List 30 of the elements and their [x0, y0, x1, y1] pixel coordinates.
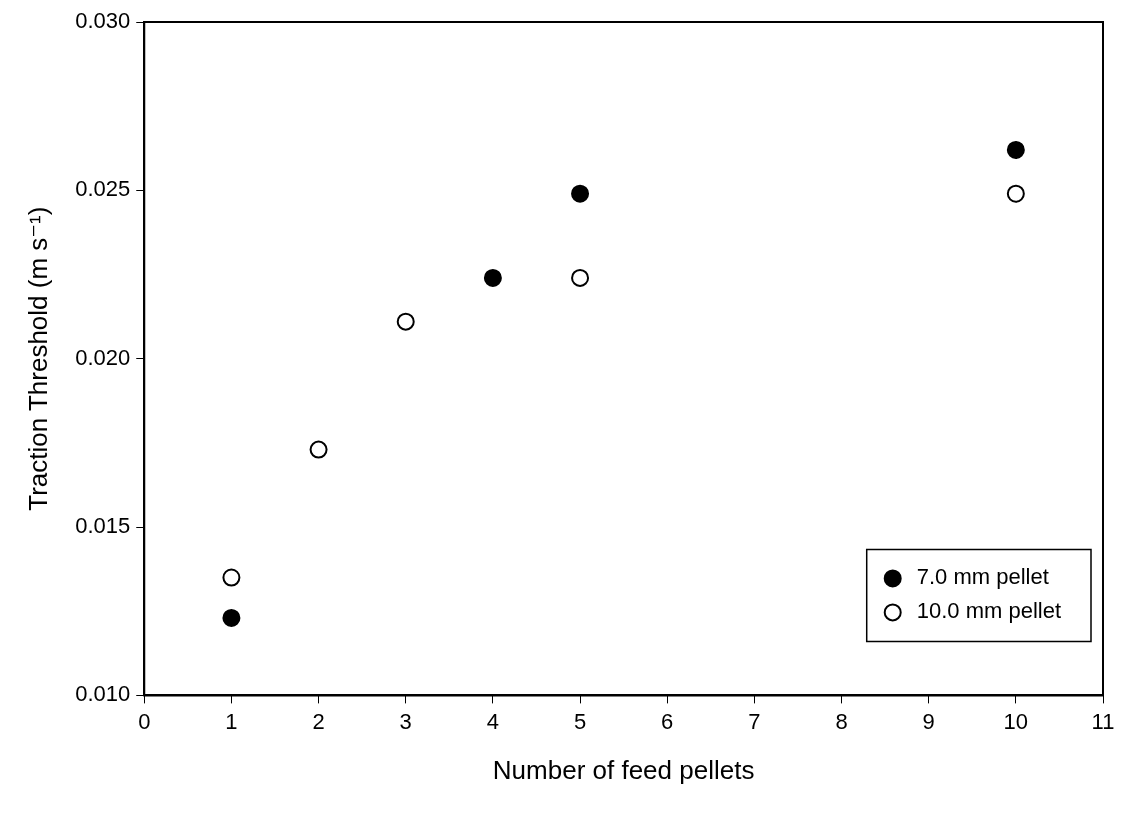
point	[222, 568, 241, 587]
x-tick-label: 7	[748, 708, 761, 734]
x-tick-label: 3	[399, 708, 412, 734]
point	[483, 268, 502, 287]
x-tick-label: 10	[1003, 708, 1029, 734]
y-axis-title: Traction Threshold (m s⁻¹)	[22, 206, 53, 511]
y-tick-label: 0.010	[75, 681, 131, 707]
point	[309, 440, 328, 459]
x-tick-label: 8	[835, 708, 848, 734]
y-tick-label: 0.025	[75, 176, 131, 202]
point	[571, 268, 590, 287]
x-tick-label: 5	[573, 708, 587, 734]
point	[1006, 184, 1025, 203]
point	[222, 608, 241, 627]
point	[1006, 140, 1025, 159]
legend-label: 10.0 mm pellet	[916, 598, 1062, 624]
x-tick-label: 0	[138, 708, 151, 734]
point	[396, 312, 415, 331]
point	[571, 184, 590, 203]
legend-label: 7.0 mm pellet	[916, 564, 1049, 590]
x-tick-label: 9	[922, 708, 935, 734]
y-tick-label: 0.015	[75, 513, 131, 539]
x-tick-label: 6	[661, 708, 674, 734]
y-tick-label: 0.030	[75, 8, 131, 34]
x-axis-title: Number of feed pellets	[492, 754, 755, 785]
x-tick-label: 4	[486, 708, 500, 734]
x-tick-label: 2	[312, 708, 325, 734]
y-tick-label: 0.020	[75, 344, 131, 370]
x-tick-label: 11	[1091, 708, 1115, 734]
x-tick-label: 1	[225, 708, 238, 734]
